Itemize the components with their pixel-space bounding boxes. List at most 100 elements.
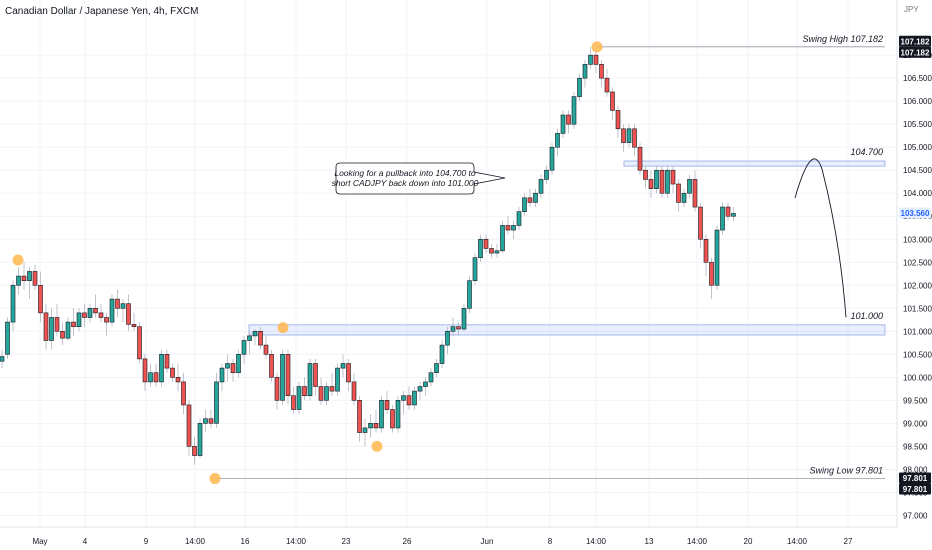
candle-body xyxy=(98,312,104,318)
price-labels: 107.182 107.182 103.560 97.801 97.801 xyxy=(899,35,931,495)
candle-body xyxy=(450,326,456,332)
candle-body xyxy=(511,225,516,231)
candle-body xyxy=(170,367,175,378)
candle-body xyxy=(703,238,709,263)
candle-body xyxy=(549,146,555,171)
price-label-text: 97.801 xyxy=(903,474,928,483)
candle-body xyxy=(38,284,43,314)
time-tick-label: 14:00 xyxy=(687,537,708,546)
candle-body xyxy=(263,344,269,355)
candle-body xyxy=(621,128,626,143)
candle-body xyxy=(632,128,637,148)
price-tick-label: 106.000 xyxy=(903,97,932,106)
candle-body xyxy=(247,335,252,341)
candle-body xyxy=(164,354,170,369)
price-tick-label: 98.500 xyxy=(903,442,928,451)
candle-body xyxy=(538,179,544,194)
candle-body xyxy=(203,418,208,424)
candle-body xyxy=(533,192,538,203)
time-tick-label: 9 xyxy=(144,537,149,546)
candle-body xyxy=(670,169,676,185)
callout-text: short CADJPY back down into 101.000 xyxy=(332,178,479,188)
price-tick-label: 102.000 xyxy=(903,281,932,290)
candle-body xyxy=(522,197,527,212)
candle-body xyxy=(439,344,445,364)
time-tick-label: Jun xyxy=(481,537,494,546)
candle-body xyxy=(43,312,49,341)
candle-body xyxy=(709,261,714,286)
candle-body xyxy=(527,197,533,203)
callout-box xyxy=(335,162,506,195)
candle-body xyxy=(340,363,346,369)
price-tick-label: 106.500 xyxy=(903,74,932,83)
candle-body xyxy=(76,312,82,327)
candle-body xyxy=(313,363,318,387)
price-zones: 104.700 101.000 xyxy=(248,147,886,336)
price-tick-label: 105.500 xyxy=(903,120,932,129)
time-axis[interactable]: May 4 9 14:00 16 14:00 23 26 Jun 8 14:00 13 14:00 20 1… xyxy=(0,526,897,546)
level-label: Swing Low 97.801 xyxy=(809,466,883,476)
candle-body xyxy=(32,271,38,286)
candle-body xyxy=(428,372,434,383)
candle-body xyxy=(351,381,357,401)
candle-body xyxy=(406,395,412,406)
candle-body xyxy=(643,169,648,180)
candle-body xyxy=(131,324,137,327)
candle-body xyxy=(478,238,483,258)
price-tick-label: 101.000 xyxy=(903,327,932,336)
candle-body xyxy=(109,298,115,323)
candle-body xyxy=(390,409,395,429)
candle-body xyxy=(27,271,32,281)
candle-body xyxy=(362,427,368,433)
candle-body xyxy=(16,275,21,286)
price-tick-label: 101.500 xyxy=(903,304,932,313)
candle-body xyxy=(681,192,687,203)
candle-body xyxy=(181,381,186,406)
candle-body xyxy=(588,54,593,65)
candle-body xyxy=(104,317,109,323)
time-tick-label: 14:00 xyxy=(586,537,607,546)
candle-body xyxy=(82,312,87,318)
candle-body xyxy=(434,363,439,374)
price-label-box xyxy=(899,483,931,495)
candle-body xyxy=(720,206,725,231)
candle-body xyxy=(461,307,467,330)
price-label-box xyxy=(899,207,931,219)
swing-marker xyxy=(371,440,383,452)
candle-body xyxy=(126,303,131,325)
candle-body xyxy=(186,404,192,447)
price-tick-label: 100.500 xyxy=(903,350,932,359)
candle-body xyxy=(87,307,93,318)
callout-text: Looking for a pullback into 104.700 to xyxy=(334,168,476,178)
candle-body xyxy=(626,128,632,143)
candle-body xyxy=(5,321,10,355)
projection-curve xyxy=(794,158,847,318)
candle-body xyxy=(357,400,362,433)
candle-body xyxy=(10,284,16,323)
time-tick-label: 16 xyxy=(241,537,250,546)
swing-marker xyxy=(277,322,289,334)
price-label-box xyxy=(899,35,931,47)
price-axis[interactable]: 97.00097.50098.00098.50099.00099.500100.… xyxy=(896,0,932,550)
candle-body xyxy=(175,377,181,383)
candle-body xyxy=(676,183,681,203)
candle-body xyxy=(698,206,703,240)
candle-body xyxy=(280,354,285,401)
candle-body xyxy=(379,400,384,429)
candle-body xyxy=(599,64,604,79)
price-tick-label: 104.500 xyxy=(903,166,932,175)
candle-body xyxy=(137,326,142,360)
candle-body xyxy=(236,354,241,374)
candle-body xyxy=(71,321,76,327)
candle-body xyxy=(269,354,274,378)
time-tick-label: 20 xyxy=(744,537,753,546)
candle-body xyxy=(456,326,461,330)
candle-body xyxy=(714,229,720,286)
candle-body xyxy=(335,367,340,392)
price-tick-label: 99.000 xyxy=(903,419,928,428)
candle-body xyxy=(566,114,571,125)
time-tick-label: 14:00 xyxy=(185,537,206,546)
price-tick-label: 97.000 xyxy=(903,511,928,520)
candle-body xyxy=(412,390,417,406)
